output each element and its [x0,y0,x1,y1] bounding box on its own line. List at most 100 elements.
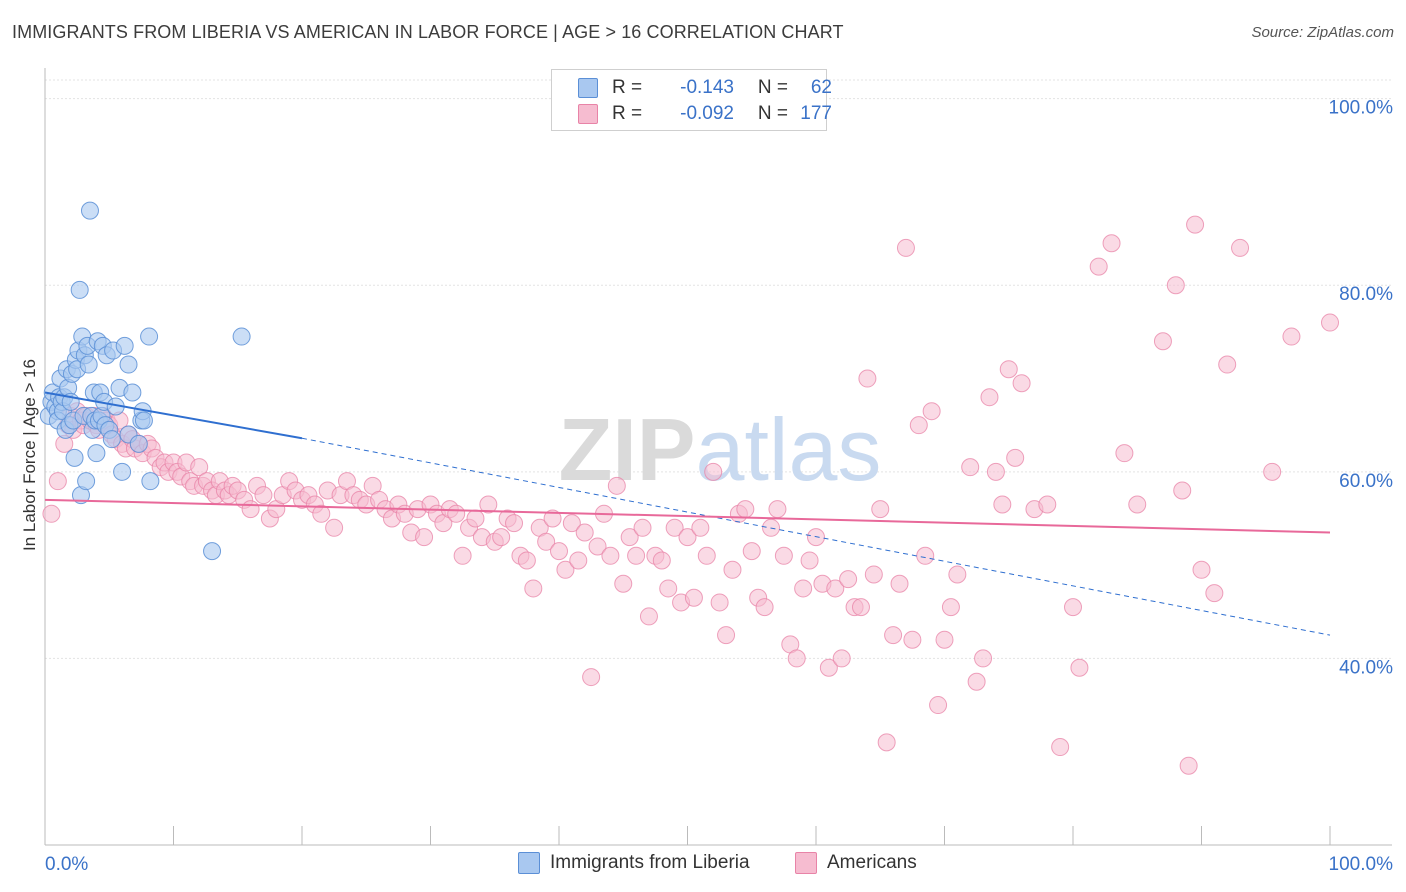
americans-point [1070,658,1089,677]
americans-point [1153,332,1172,351]
americans-point [909,416,928,435]
x-tick-label: 0.0% [45,854,88,875]
americans-point [633,518,652,537]
americans-point [550,542,568,561]
americans-point [948,565,967,584]
americans-point [569,551,588,570]
americans-point [723,560,742,579]
americans-point [929,696,948,715]
americans-point [1064,598,1082,617]
americans-point [916,546,935,565]
americans-point [1102,234,1121,253]
americans-point [601,546,620,565]
americans-point [890,574,909,593]
americans-point [684,588,703,607]
americans-point [492,528,511,547]
axes [44,68,1392,846]
americans-point [639,607,658,626]
liberia-point [80,201,99,220]
americans-point [1186,215,1205,234]
americans-point [620,528,639,547]
americans-point [864,565,883,584]
americans-point [48,472,67,491]
americans-point [787,649,806,668]
americans-point [755,598,774,617]
americans-point [999,360,1018,379]
americans-trend-line [44,498,1331,534]
americans-point [1038,495,1057,514]
americans-point [839,570,858,589]
americans-point [627,546,646,565]
legend-label-liberia: Immigrants from Liberia [550,852,750,873]
legend-swatch-blue [518,852,540,874]
americans-point [614,574,633,593]
americans-point [1205,584,1224,603]
americans-point [768,500,787,519]
americans-point [1218,355,1237,374]
liberia-point [203,542,222,561]
liberia-points [39,201,251,561]
americans-point [447,504,466,523]
americans-point [980,388,999,407]
americans-point [884,626,903,645]
americans-point [42,504,61,523]
americans-point [466,509,485,528]
americans-point [537,532,556,551]
americans-point [819,658,838,677]
americans-point [851,598,870,617]
americans-point [986,462,1005,481]
americans-point [935,630,954,649]
americans-point [325,518,344,537]
americans-point [1192,560,1211,579]
americans-point [704,462,723,481]
legend-row-americans: R = -0.092 N = 177 [552,101,832,127]
liberia-point [70,280,89,299]
liberia-point [129,434,148,453]
americans-point [575,523,594,542]
americans-point [697,546,716,565]
americans-point [1321,313,1339,332]
legend-r-value: -0.092 [680,103,734,124]
americans-point [254,486,273,505]
americans-point [190,458,209,477]
americans-point [710,593,729,612]
legend-item-americans: Americans [795,852,917,874]
liberia-point [102,430,121,449]
legend-row-liberia: R = -0.143 N = 62 [552,75,832,101]
legend-n-label: N = [757,103,788,124]
americans-point [1115,444,1134,463]
americans-point [896,238,915,257]
legend-n-value: 177 [800,103,832,124]
liberia-point [140,327,159,346]
liberia-point [79,355,98,374]
americans-point [524,579,543,598]
americans-point [678,528,697,547]
americans-point [1179,756,1198,775]
trend-lines [44,391,1331,636]
y-tick-label: 80.0% [1339,284,1393,305]
watermark: ZIPatlas [559,400,882,499]
americans-point [607,476,626,495]
americans-point [1263,462,1282,481]
americans-point [588,537,607,556]
liberia-trend-line [44,391,303,440]
americans-point [736,500,755,519]
americans-point [556,560,575,579]
americans-point [582,668,601,687]
americans-point [562,514,581,533]
liberia-point [134,411,153,430]
americans-point [1006,448,1025,467]
americans-point [1166,276,1185,295]
americans-point [659,579,678,598]
tick-labels: 40.0% 60.0% 80.0% 100.0% 0.0% 100.0% [45,98,1393,875]
liberia-point [119,355,138,374]
legend-n-value: 62 [810,77,832,98]
americans-point [453,546,472,565]
chart-title: IMMIGRANTS FROM LIBERIA VS AMERICAN IN L… [12,22,844,42]
americans-point [517,551,536,570]
americans-point [922,402,941,421]
americans-point [415,528,434,547]
americans-point [1089,257,1108,276]
americans-point [742,542,761,561]
